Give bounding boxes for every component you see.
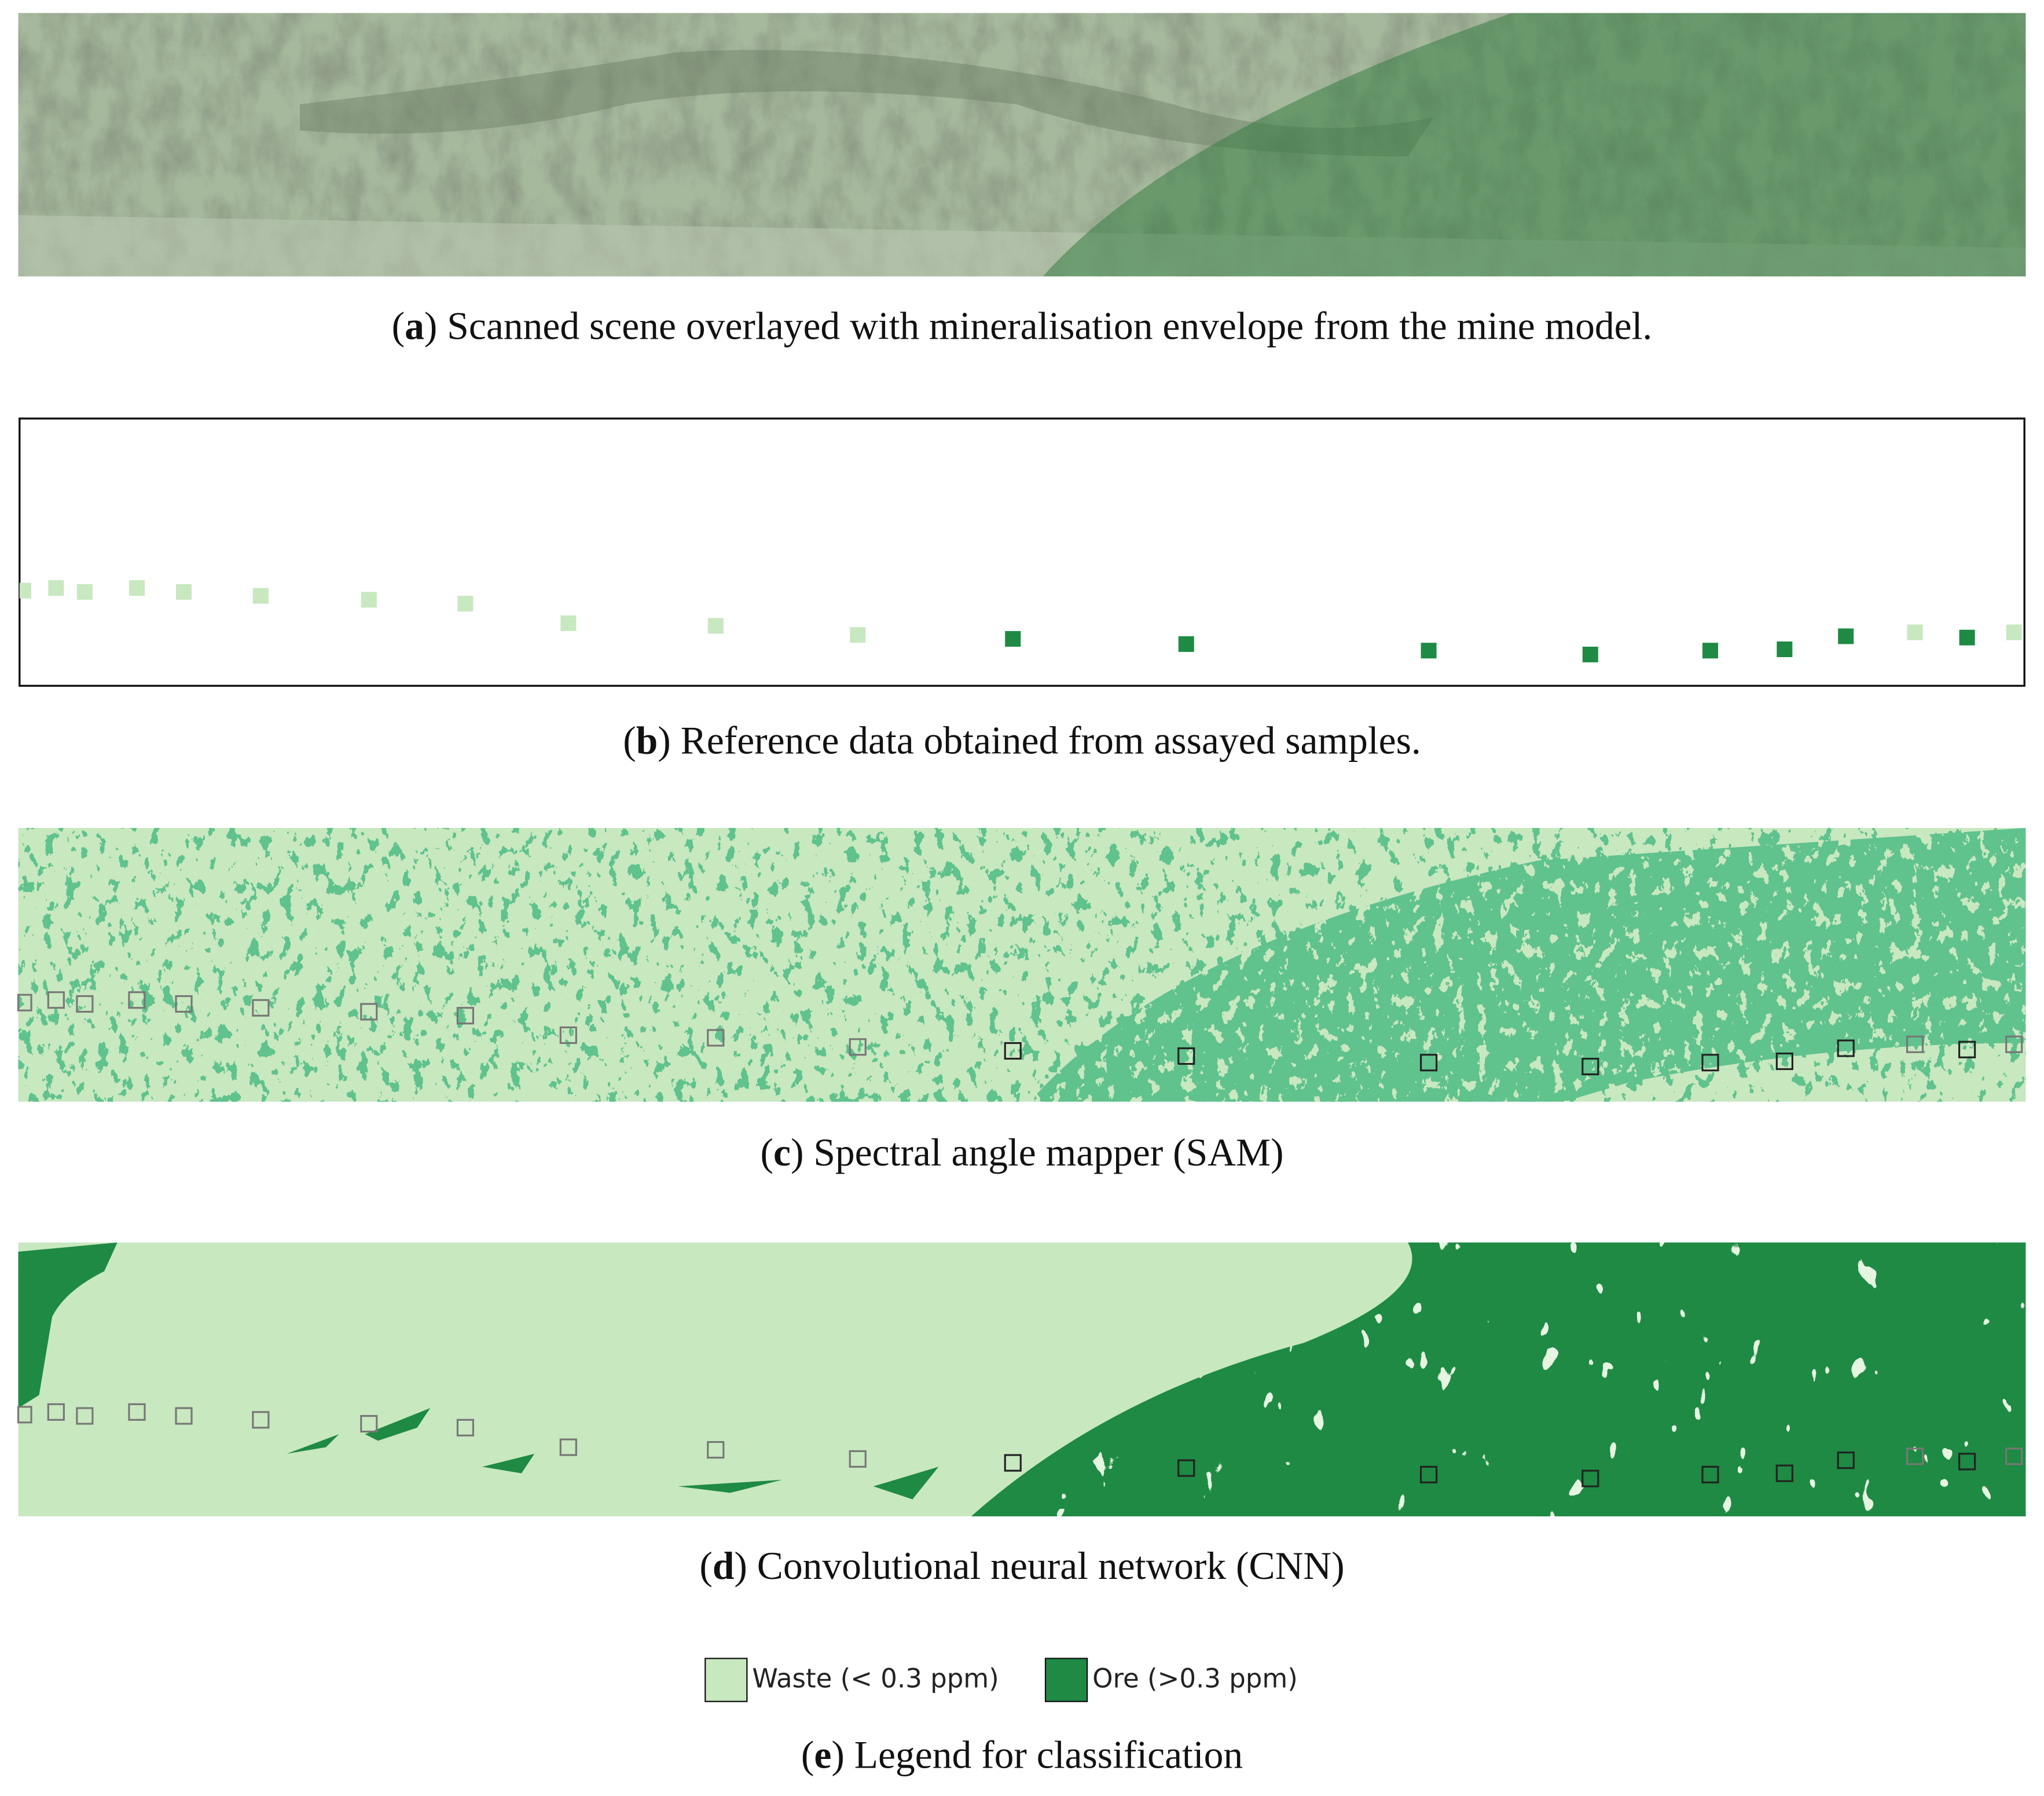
sample-outline [47, 1403, 65, 1421]
caption-text: ( [699, 1544, 713, 1588]
sample-outline [128, 1403, 146, 1421]
sample-square [1838, 628, 1854, 644]
sample-square [1582, 646, 1598, 662]
caption: (b) Reference data obtained from assayed… [623, 719, 1421, 763]
sample-outline [1906, 1035, 1924, 1053]
sample-square [176, 584, 192, 600]
sample-outline [707, 1441, 725, 1459]
sample-square [707, 618, 724, 634]
cnn-samples [17, 1403, 2023, 1487]
caption-text: ) Legend for classification [831, 1733, 1243, 1777]
sample-square [1421, 643, 1437, 659]
caption-label: d [713, 1544, 735, 1588]
sample-outline [2005, 1447, 2023, 1465]
sam-samples [17, 991, 2023, 1076]
sample-outline [47, 991, 65, 1009]
sample-outline [1958, 1453, 1976, 1471]
sample-square [1005, 631, 1021, 647]
legend-label: Ore (>0.3 ppm) [1092, 1663, 1298, 1694]
sample-outline [849, 1038, 867, 1056]
legend-swatch [1044, 1658, 1088, 1702]
scene-image [18, 13, 2026, 277]
sample-outline [1177, 1459, 1195, 1477]
cnn-map [18, 1242, 2026, 1516]
sample-outline [1701, 1054, 1719, 1072]
caption: (e) Legend for classification [801, 1733, 1243, 1777]
sample-square [361, 592, 377, 608]
sample-outline [17, 1406, 32, 1424]
figure-content: (a) Scanned scene overlayed with mineral… [17, 13, 2026, 1777]
sample-outline [707, 1029, 725, 1047]
sample-outline [1906, 1447, 1924, 1465]
sample-outline [175, 995, 193, 1013]
sample-outline [1701, 1465, 1719, 1483]
sample-square [1777, 641, 1793, 657]
caption: (d) Convolutional neural network (CNN) [699, 1544, 1344, 1588]
caption-text: ( [623, 719, 636, 763]
sample-square [19, 582, 32, 599]
sam-map [18, 827, 2026, 1102]
sample-square [560, 615, 577, 631]
sample-square [850, 627, 866, 643]
caption-text: ( [760, 1131, 773, 1174]
sample-outline [2005, 1035, 2023, 1053]
sample-outline [175, 1407, 193, 1425]
sample-square [457, 596, 474, 612]
legend-swatch [704, 1658, 748, 1702]
legend-label: Waste (< 0.3 ppm) [752, 1663, 999, 1694]
caption-label: c [773, 1131, 791, 1174]
sample-square [129, 580, 145, 596]
reference-samples [19, 580, 2022, 662]
sample-outline [1775, 1052, 1793, 1071]
caption-text: ) Convolutional neural network (CNN) [734, 1544, 1344, 1588]
caption-label: b [636, 719, 658, 763]
caption-text: ( [801, 1733, 814, 1777]
caption-text: ) Scanned scene overlayed with mineralis… [424, 304, 1652, 347]
sample-outline [1177, 1047, 1195, 1065]
sample-outline [1775, 1464, 1793, 1482]
sample-outline [559, 1026, 577, 1044]
sample-outline [360, 1003, 378, 1021]
sample-outline [76, 995, 94, 1013]
caption-text: ( [392, 304, 405, 347]
sample-square [252, 588, 269, 604]
sample-outline [456, 1007, 475, 1025]
sample-square [1959, 629, 1975, 646]
sample-outline [1004, 1042, 1022, 1060]
caption-text: ) Spectral angle mapper (SAM) [791, 1131, 1284, 1174]
sample-outline [252, 999, 270, 1017]
sample-outline [559, 1438, 577, 1456]
caption: (c) Spectral angle mapper (SAM) [760, 1131, 1283, 1174]
caption-label: a [405, 304, 424, 347]
caption: (a) Scanned scene overlayed with mineral… [392, 304, 1653, 347]
sample-outline [1837, 1452, 1855, 1469]
sample-outline [1837, 1039, 1855, 1057]
sample-outline [17, 994, 32, 1011]
sample-outline [1581, 1469, 1599, 1487]
sample-square [1702, 643, 1719, 659]
sample-outline [456, 1419, 475, 1436]
sample-square [2006, 624, 2022, 640]
sample-outline [849, 1450, 867, 1468]
reference-frame [19, 417, 2025, 687]
sample-square [1178, 636, 1194, 652]
sample-outline [128, 991, 146, 1009]
sample-square [48, 580, 64, 596]
sample-square [1907, 624, 1923, 640]
sample-outline [1419, 1054, 1438, 1072]
caption-text: ) Reference data obtained from assayed s… [658, 719, 1421, 763]
sample-outline [360, 1414, 378, 1433]
caption-label: e [814, 1733, 831, 1777]
sample-outline [1581, 1057, 1599, 1076]
sample-outline [1958, 1040, 1976, 1058]
sample-outline [252, 1411, 270, 1429]
sample-outline [76, 1407, 94, 1425]
sample-square [76, 584, 93, 600]
sample-outline [1004, 1454, 1022, 1472]
sample-outline [1419, 1465, 1438, 1483]
